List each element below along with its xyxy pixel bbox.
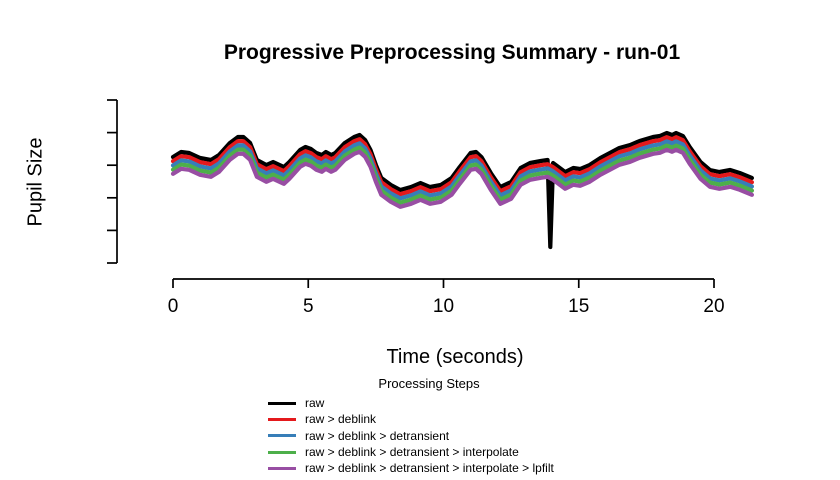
legend-swatch-icon xyxy=(268,466,296,470)
x-tick-label-15: 15 xyxy=(568,296,590,317)
legend-row-2: raw > deblink > detransient xyxy=(268,428,590,444)
x-tick-label-20: 20 xyxy=(703,296,725,317)
axes xyxy=(107,99,715,288)
chart-title: Progressive Preprocessing Summary - run-… xyxy=(223,41,681,64)
legend-swatch-icon xyxy=(268,434,296,438)
legend-row-1: raw > deblink xyxy=(268,411,590,427)
legend-label: raw > deblink > detransient > interpolat… xyxy=(305,445,519,460)
x-tick-label-10: 10 xyxy=(432,296,455,317)
legend-label: raw > deblink > detransient xyxy=(305,428,450,443)
series-line-4 xyxy=(170,147,755,209)
series-line-2 xyxy=(170,139,755,201)
legend-label: raw xyxy=(305,396,325,411)
legend: Processing Steps raw raw > deblink raw > d… xyxy=(268,376,590,476)
x-tick-label-5: 5 xyxy=(302,296,314,317)
legend-label: raw > deblink > detransient > interpolat… xyxy=(305,461,554,476)
legend-rows: raw raw > deblink raw > deblink > detransi… xyxy=(268,395,590,476)
legend-title: Processing Steps xyxy=(378,376,480,391)
x-tick-label-0: 0 xyxy=(167,296,179,317)
series-line-0 xyxy=(170,130,755,250)
legend-swatch-icon xyxy=(268,417,296,421)
legend-label: raw > deblink xyxy=(305,412,377,427)
legend-swatch-icon xyxy=(268,401,296,405)
legend-row-3: raw > deblink > detransient > interpolat… xyxy=(268,444,590,460)
legend-swatch-icon xyxy=(268,450,296,454)
x-axis-label: Time (seconds) xyxy=(386,346,524,368)
series-line-1 xyxy=(170,135,755,197)
legend-row-4: raw > deblink > detransient > interpolat… xyxy=(268,460,590,476)
series-line-3 xyxy=(170,143,755,205)
legend-row-0: raw xyxy=(268,395,590,411)
data-series xyxy=(170,130,755,250)
